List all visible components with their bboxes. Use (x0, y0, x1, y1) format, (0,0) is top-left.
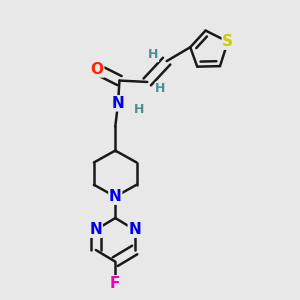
Text: F: F (110, 276, 121, 291)
Text: N: N (128, 222, 141, 237)
Text: N: N (112, 96, 124, 111)
Text: N: N (109, 189, 122, 204)
Text: S: S (222, 34, 233, 49)
Text: O: O (91, 62, 104, 77)
Text: N: N (89, 222, 102, 237)
Text: H: H (134, 103, 145, 116)
Text: H: H (155, 82, 166, 95)
Text: H: H (148, 49, 158, 62)
